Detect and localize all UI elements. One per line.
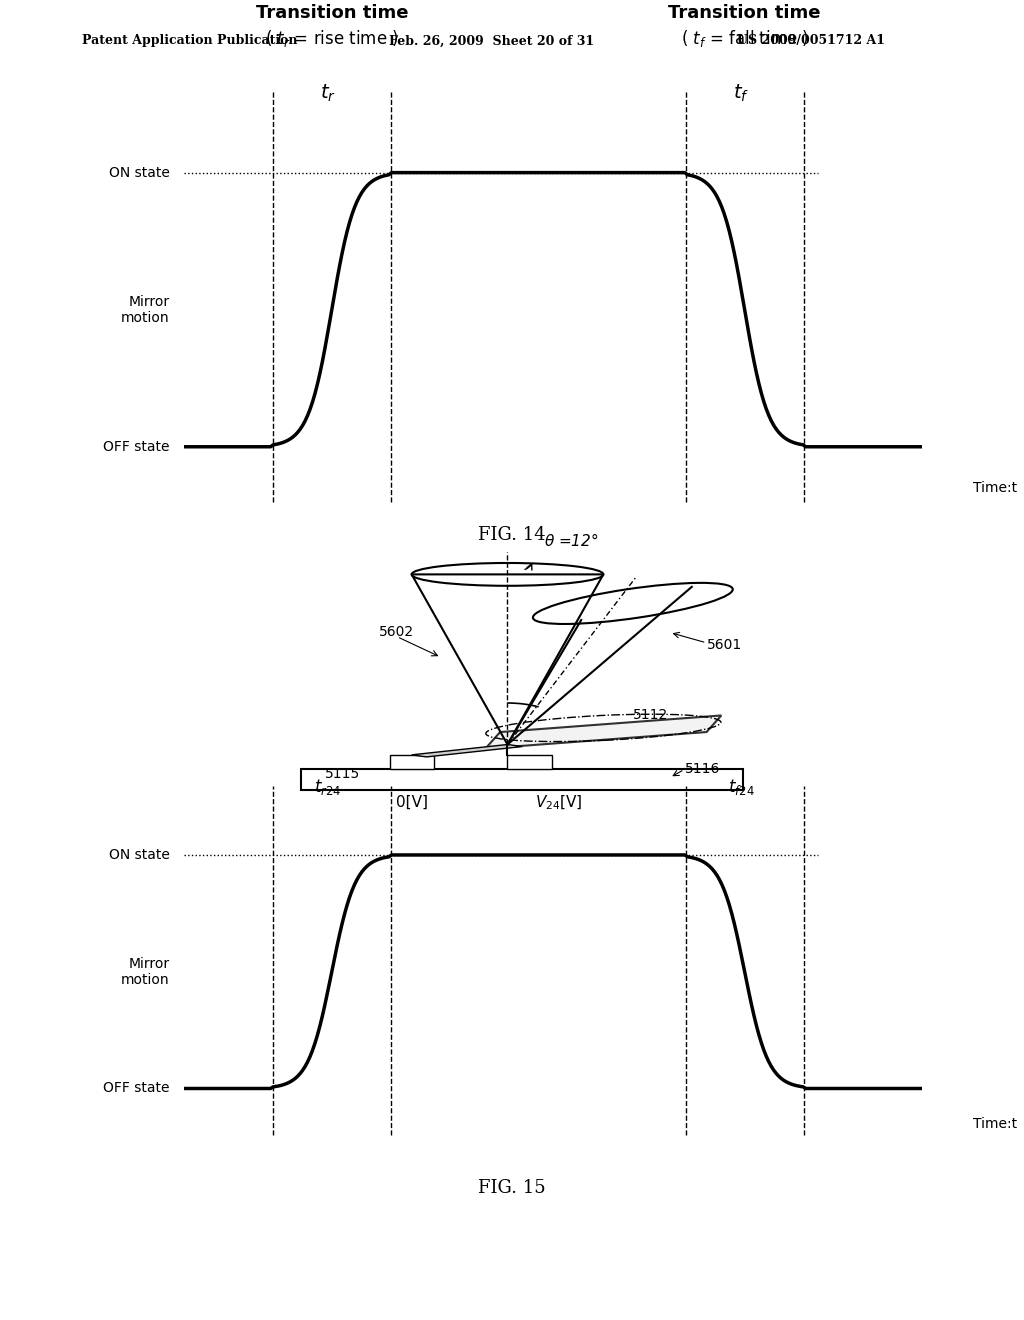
- Text: 5112: 5112: [633, 709, 668, 722]
- Text: $V_{24}$[V]: $V_{24}$[V]: [536, 793, 583, 812]
- Text: 5602: 5602: [379, 626, 415, 639]
- Text: Time:t: Time:t: [973, 1117, 1017, 1130]
- Text: FIG. 15: FIG. 15: [478, 1179, 546, 1197]
- Text: OFF state: OFF state: [103, 1081, 170, 1096]
- Polygon shape: [412, 744, 522, 756]
- Text: Feb. 26, 2009  Sheet 20 of 31: Feb. 26, 2009 Sheet 20 of 31: [389, 34, 594, 48]
- Text: FIG. 14: FIG. 14: [478, 525, 546, 544]
- Text: ( $t_f$ = fall time ): ( $t_f$ = fall time ): [681, 28, 809, 49]
- Text: Patent Application Publication: Patent Application Publication: [82, 34, 297, 48]
- FancyBboxPatch shape: [301, 770, 743, 791]
- FancyBboxPatch shape: [389, 755, 434, 770]
- Text: $\theta$ =12°: $\theta$ =12°: [545, 532, 599, 549]
- Ellipse shape: [412, 562, 603, 586]
- Polygon shape: [485, 715, 721, 748]
- Text: 0[V]: 0[V]: [395, 795, 428, 810]
- Text: OFF state: OFF state: [103, 440, 170, 454]
- Text: ( $t_r$ = rise time ): ( $t_r$ = rise time ): [265, 28, 398, 49]
- Text: $t_f$: $t_f$: [733, 83, 749, 104]
- Text: Transition time: Transition time: [669, 4, 821, 22]
- Text: ON state: ON state: [109, 847, 170, 862]
- Text: Mirror
motion: Mirror motion: [121, 957, 170, 987]
- Text: US 2009/0051712 A1: US 2009/0051712 A1: [737, 34, 886, 48]
- Text: Transition time: Transition time: [256, 4, 408, 22]
- Text: $t_r$: $t_r$: [321, 83, 336, 104]
- Text: $t_{f24}$: $t_{f24}$: [728, 776, 755, 796]
- Text: 5115: 5115: [325, 767, 360, 780]
- Text: $t_{r24}$: $t_{r24}$: [314, 776, 342, 796]
- Ellipse shape: [532, 583, 733, 624]
- FancyBboxPatch shape: [508, 755, 552, 770]
- Text: Mirror
motion: Mirror motion: [121, 294, 170, 325]
- Text: ON state: ON state: [109, 165, 170, 180]
- Text: 5116: 5116: [684, 763, 720, 776]
- Text: 5601: 5601: [707, 638, 741, 652]
- Text: Time:t: Time:t: [973, 480, 1017, 495]
